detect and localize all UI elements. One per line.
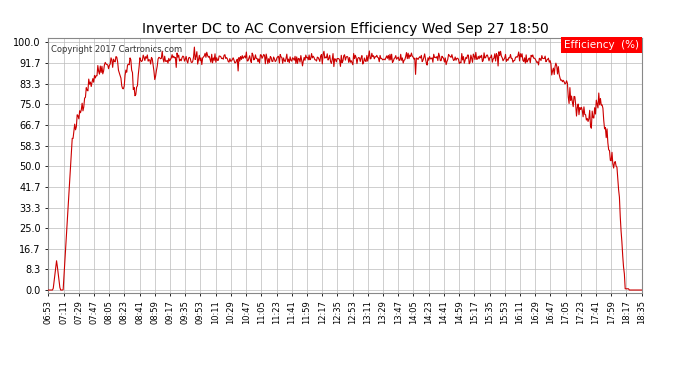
Text: Copyright 2017 Cartronics.com: Copyright 2017 Cartronics.com xyxy=(51,45,182,54)
Text: Efficiency  (%): Efficiency (%) xyxy=(564,40,639,50)
Title: Inverter DC to AC Conversion Efficiency Wed Sep 27 18:50: Inverter DC to AC Conversion Efficiency … xyxy=(141,22,549,36)
